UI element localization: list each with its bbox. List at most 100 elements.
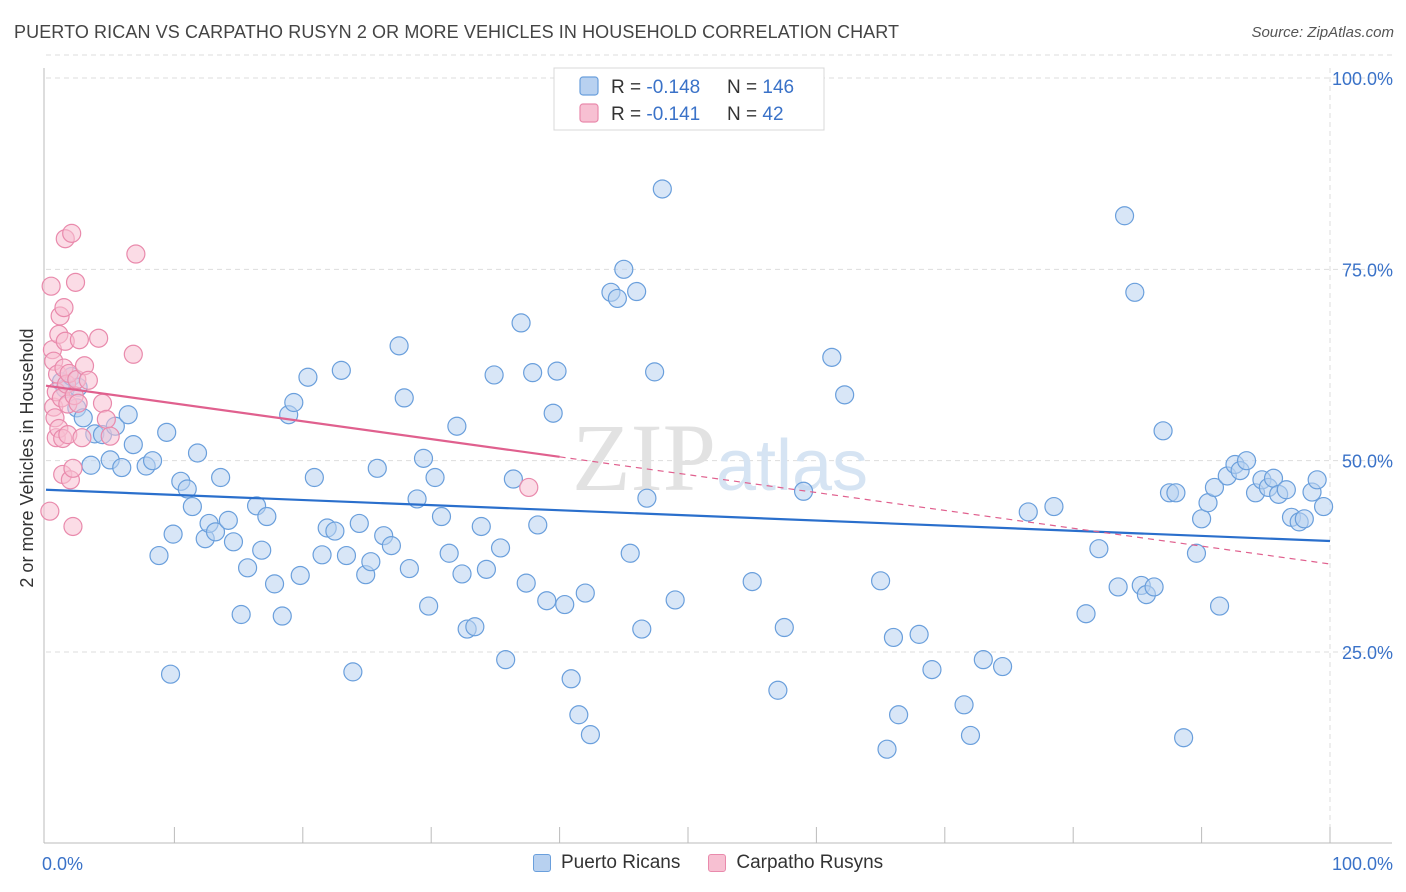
- point-puerto-rican: [1313, 496, 1334, 517]
- point-puerto-rican: [298, 367, 318, 387]
- point-puerto-rican: [543, 403, 563, 423]
- point-carpatho-rusyn: [92, 393, 113, 413]
- point-puerto-rican: [954, 695, 974, 715]
- point-puerto-rican: [182, 496, 202, 517]
- point-puerto-rican: [361, 552, 381, 572]
- point-puerto-rican: [632, 619, 652, 639]
- stats-legend: R = -0.148 N = 146 R = -0.141 N = 42: [553, 67, 825, 131]
- point-puerto-rican: [413, 448, 434, 468]
- point-puerto-rican: [496, 650, 516, 670]
- point-puerto-rican: [1209, 596, 1230, 616]
- point-puerto-rican: [877, 739, 897, 759]
- point-puerto-rican: [381, 536, 401, 556]
- point-puerto-rican: [264, 574, 285, 594]
- point-puerto-rican: [1044, 496, 1064, 517]
- point-puerto-rican: [768, 680, 788, 700]
- axes: 25.0% 50.0% 75.0% 100.0% 0.0% 100.0%: [42, 68, 1393, 874]
- point-puerto-rican: [1174, 728, 1194, 748]
- point-puerto-rican: [575, 583, 595, 603]
- stats-row: R = -0.148 N = 146: [611, 77, 794, 98]
- point-puerto-rican: [569, 705, 589, 725]
- x-tick-label: 0.0%: [42, 854, 83, 874]
- point-puerto-rican: [304, 467, 324, 488]
- point-puerto-rican: [1108, 577, 1128, 597]
- trend-line-puerto-ricans: [45, 488, 1331, 543]
- point-puerto-rican: [973, 650, 993, 670]
- point-puerto-rican: [742, 571, 762, 592]
- trend-line-carpatho-rusyns: [45, 384, 560, 458]
- point-puerto-rican: [1294, 509, 1314, 529]
- point-puerto-rican: [888, 705, 909, 725]
- point-carpatho-rusyn: [89, 328, 109, 348]
- watermark: ZIPatlas: [572, 404, 868, 511]
- point-puerto-rican: [431, 506, 452, 527]
- point-puerto-rican: [399, 558, 419, 579]
- point-puerto-rican: [187, 443, 208, 463]
- point-carpatho-rusyn: [126, 244, 146, 264]
- point-puerto-rican: [1125, 282, 1145, 302]
- point-puerto-rican: [452, 564, 472, 584]
- point-puerto-rican: [637, 488, 657, 508]
- point-puerto-rican: [149, 545, 169, 566]
- point-puerto-rican: [1166, 483, 1186, 503]
- legend-item-carpatho-rusyns: Carpatho Rusyns: [708, 852, 883, 874]
- point-carpatho-rusyn: [62, 223, 82, 243]
- point-puerto-rican: [439, 543, 459, 563]
- point-puerto-rican: [523, 363, 543, 383]
- point-puerto-rican: [1076, 604, 1096, 624]
- point-carpatho-rusyn: [68, 393, 88, 413]
- point-puerto-rican: [580, 725, 601, 745]
- point-carpatho-rusyn: [63, 458, 83, 478]
- point-puerto-rican: [163, 524, 183, 544]
- point-puerto-rican: [822, 347, 842, 367]
- legend-label-puerto-ricans: Puerto Ricans: [561, 852, 681, 873]
- point-puerto-rican: [81, 455, 101, 475]
- point-puerto-rican: [835, 385, 855, 405]
- point-puerto-rican: [471, 516, 491, 537]
- y-tick-label: 75.0%: [1342, 260, 1393, 280]
- point-carpatho-rusyn: [72, 428, 92, 448]
- legend-swatch-blue: [579, 76, 599, 96]
- series-legend: Puerto Ricans Carpatho Rusyns: [533, 852, 911, 874]
- point-puerto-rican: [218, 510, 238, 530]
- point-carpatho-rusyn: [41, 276, 61, 296]
- point-puerto-rican: [343, 662, 363, 682]
- point-puerto-rican: [394, 388, 414, 408]
- point-puerto-rican: [465, 617, 485, 637]
- point-puerto-rican: [257, 506, 277, 527]
- point-puerto-rican: [1236, 451, 1257, 471]
- point-puerto-rican: [503, 469, 523, 489]
- point-carpatho-rusyn: [123, 344, 143, 364]
- legend-item-puerto-ricans: Puerto Ricans: [533, 852, 680, 874]
- point-carpatho-rusyn: [519, 477, 539, 498]
- gridlines: [46, 54, 1392, 843]
- point-puerto-rican: [237, 558, 258, 578]
- point-puerto-rican: [1191, 509, 1212, 529]
- point-puerto-rican: [909, 624, 929, 644]
- point-puerto-rican: [331, 360, 351, 380]
- point-puerto-rican: [645, 362, 665, 382]
- point-puerto-rican: [290, 565, 310, 586]
- legend-swatch-blue: [533, 854, 551, 872]
- point-puerto-rican: [284, 392, 304, 413]
- point-puerto-rican: [490, 538, 511, 558]
- point-puerto-rican: [112, 457, 132, 478]
- point-puerto-rican: [607, 288, 627, 309]
- point-carpatho-rusyn: [69, 330, 89, 350]
- point-puerto-rican: [516, 573, 536, 593]
- point-puerto-rican: [349, 513, 369, 534]
- x-tick-label: 100.0%: [1332, 854, 1393, 874]
- point-puerto-rican: [960, 725, 981, 746]
- point-puerto-rican: [177, 479, 197, 499]
- point-puerto-rican: [1276, 480, 1296, 500]
- point-puerto-rican: [231, 604, 251, 625]
- point-puerto-rican: [620, 543, 640, 563]
- point-puerto-rican: [142, 451, 163, 471]
- chart-title: PUERTO RICAN VS CARPATHO RUSYN 2 OR MORE…: [14, 22, 900, 42]
- point-puerto-rican: [1204, 477, 1225, 498]
- point-puerto-rican: [665, 590, 685, 610]
- point-puerto-rican: [537, 591, 557, 611]
- point-carpatho-rusyn: [96, 409, 116, 429]
- point-puerto-rican: [652, 179, 672, 199]
